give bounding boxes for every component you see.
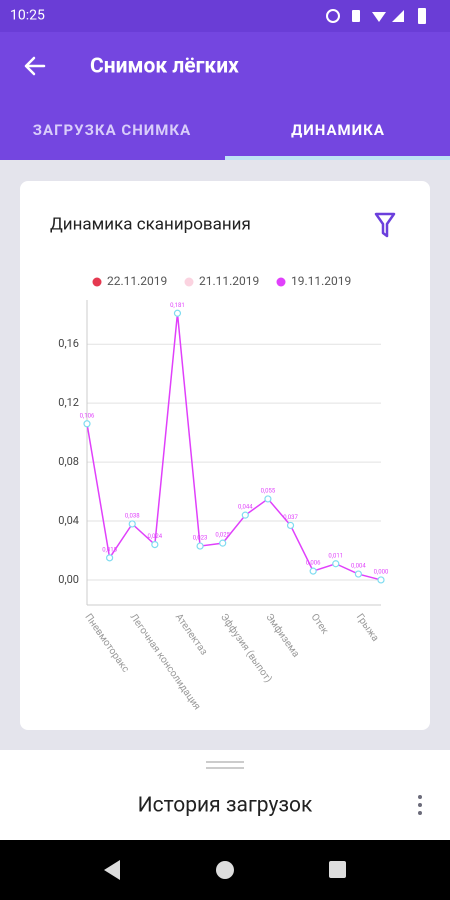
tab-indicator <box>225 156 450 160</box>
data-label: 0,181 <box>170 302 185 309</box>
sheet-handle[interactable] <box>206 761 244 769</box>
data-point <box>83 420 91 428</box>
data-point <box>151 540 159 549</box>
series-line <box>86 313 382 581</box>
y-tick-label: 0,12 <box>58 396 79 409</box>
filter-button[interactable] <box>374 212 396 238</box>
data-point <box>196 542 204 550</box>
tab[interactable]: ЗАГРУЗКА СНИМКА <box>33 121 191 139</box>
data-point <box>264 495 272 503</box>
data-label: 0,023 <box>193 535 208 542</box>
data-point <box>354 570 362 578</box>
data-label: 0,000 <box>374 569 389 576</box>
data-point <box>241 511 249 519</box>
data-point <box>106 554 114 562</box>
card-title: Динамика сканирования <box>50 214 251 234</box>
data-point <box>377 576 385 584</box>
legend-swatch <box>92 277 102 287</box>
legend-label: 19.11.2019 <box>291 274 351 288</box>
data-point <box>332 560 340 568</box>
data-label: 0,011 <box>328 552 343 559</box>
data-label: 0,015 <box>102 546 117 553</box>
data-point <box>173 309 182 317</box>
status-time: 10:25 <box>10 8 45 24</box>
data-label: 0,037 <box>283 514 298 521</box>
y-tick-label: 0,04 <box>58 514 79 527</box>
legend-label: 21.11.2019 <box>199 274 259 288</box>
data-label: 0,006 <box>306 560 321 567</box>
data-label: 0,044 <box>238 504 253 511</box>
tab-active[interactable]: ДИНАМИКА <box>291 121 385 139</box>
data-point <box>309 567 317 575</box>
data-label: 0,025 <box>215 532 230 539</box>
nav-recent[interactable] <box>329 861 346 878</box>
y-tick-label: 0,16 <box>58 337 79 350</box>
nav-back[interactable] <box>104 860 120 880</box>
y-tick-label: 0,08 <box>58 455 79 468</box>
status-icons <box>326 8 426 24</box>
menu-button[interactable] <box>418 795 422 815</box>
data-point <box>128 520 136 528</box>
legend-swatch <box>276 277 286 287</box>
sheet-title: История загрузок <box>138 794 313 818</box>
legend-swatch <box>184 277 194 287</box>
card <box>20 181 430 730</box>
bottom-sheet <box>0 750 450 840</box>
data-label: 0,106 <box>80 412 95 419</box>
data-label: 0,038 <box>125 513 140 520</box>
y-tick-label: 0,00 <box>58 573 79 586</box>
data-point <box>286 521 295 530</box>
data-label: 0,004 <box>351 563 366 570</box>
data-point <box>219 539 227 547</box>
back-button[interactable] <box>24 56 46 76</box>
data-label: 0,055 <box>261 487 276 494</box>
data-label: 0,024 <box>148 533 163 540</box>
nav-home[interactable] <box>216 861 234 879</box>
legend-label: 22.11.2019 <box>107 274 167 288</box>
app-title: Снимок лёгких <box>90 55 239 79</box>
